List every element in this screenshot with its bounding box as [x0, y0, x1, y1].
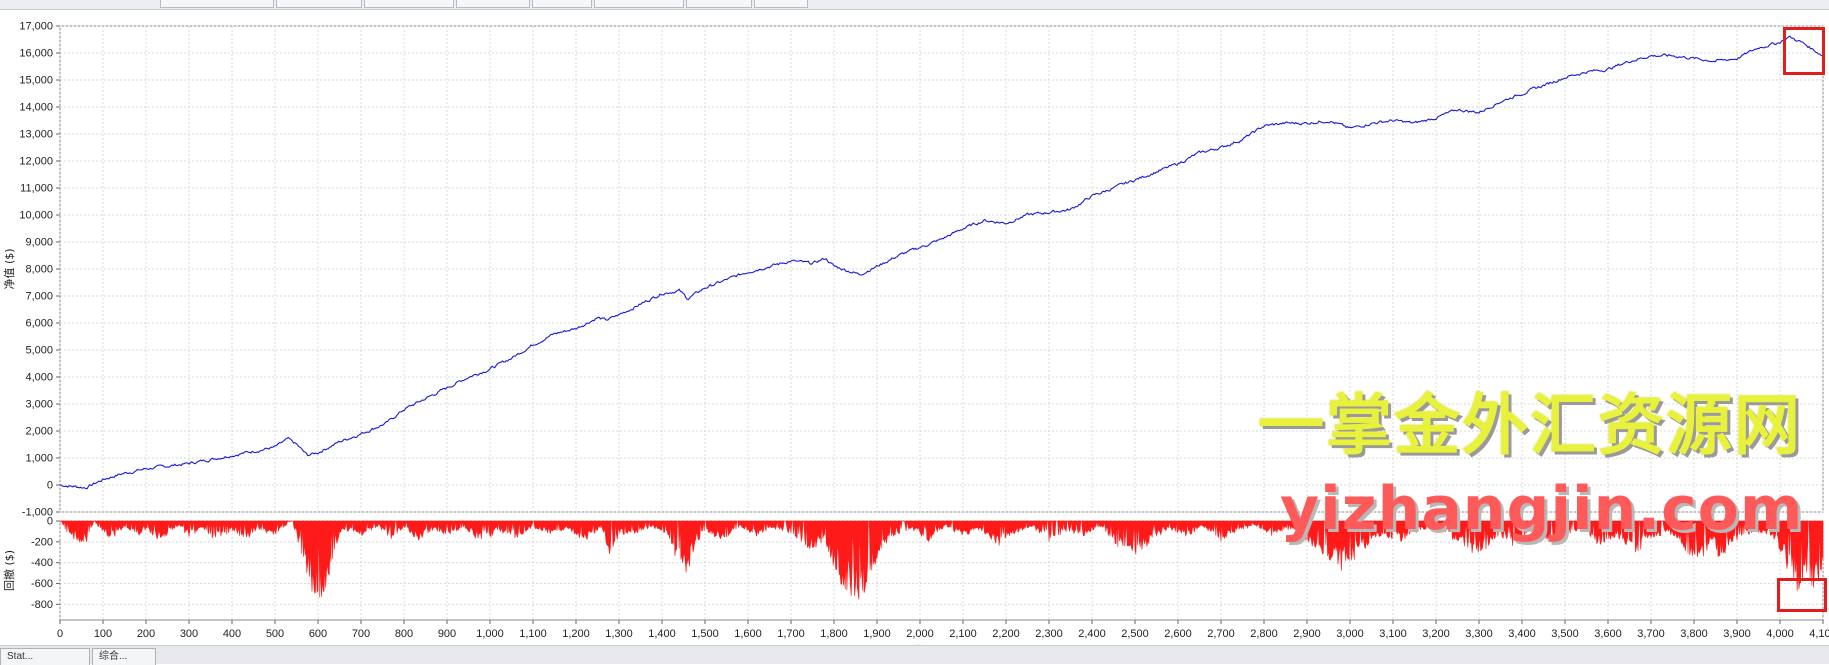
y-tick-label: 0: [47, 480, 53, 492]
y-tick-label: 15,000: [19, 75, 53, 87]
x-tick-label: 100: [94, 628, 112, 640]
x-tick-label: 200: [137, 628, 155, 640]
x-tick-label: 3,600: [1594, 628, 1622, 640]
top-tab[interactable]: [364, 0, 454, 8]
x-tick-label: 800: [395, 628, 413, 640]
y-tick-label: 7,000: [25, 291, 53, 303]
equity-series-line: [60, 35, 1823, 490]
x-tick-label: 1,000: [476, 628, 504, 640]
y-tick-label: 17,000: [19, 21, 53, 33]
x-tick-label: 2,700: [1207, 628, 1235, 640]
y-tick-label: 5,000: [25, 345, 53, 357]
x-tick-label: 2,300: [1035, 628, 1063, 640]
y-tick-label: -600: [31, 578, 53, 590]
y-tick-label: 8,000: [25, 264, 53, 276]
x-tick-label: 2,100: [949, 628, 977, 640]
x-tick-label: 3,200: [1422, 628, 1450, 640]
x-tick-label: 500: [266, 628, 284, 640]
x-tick-label: 1,400: [648, 628, 676, 640]
x-tick-label: 3,100: [1379, 628, 1407, 640]
x-tick-label: 3,900: [1723, 628, 1751, 640]
x-tick-label: 3,700: [1637, 628, 1665, 640]
bottom-tab-summary[interactable]: 综合...: [92, 648, 156, 665]
x-tick-label: 2,000: [906, 628, 934, 640]
watermark-chinese: 一掌金外汇资源网: [1258, 387, 1802, 464]
y-tick-label: 13,000: [19, 129, 53, 141]
bottom-tab-stats[interactable]: Stat...: [0, 648, 90, 665]
x-tick-label: 2,800: [1250, 628, 1278, 640]
x-tick-label: 900: [438, 628, 456, 640]
x-tick-label: 1,900: [863, 628, 891, 640]
top-tab[interactable]: [686, 0, 752, 8]
x-tick-label: 1,800: [820, 628, 848, 640]
drawdown-series-area: [59, 520, 1824, 600]
y-tick-label: 10,000: [19, 210, 53, 222]
x-tick-label: 3,400: [1508, 628, 1536, 640]
y-tick-label: 9,000: [25, 237, 53, 249]
x-tick-label: 1,700: [777, 628, 805, 640]
y-tick-label: 3,000: [25, 399, 53, 411]
x-tick-label: 2,500: [1121, 628, 1149, 640]
y-tick-label: 0: [47, 516, 53, 528]
top-tab[interactable]: [276, 0, 362, 8]
equity-drawdown-chart: -1,00001,0002,0003,0004,0005,0006,0007,0…: [2, 21, 1829, 641]
y-tick-label: -1,000: [22, 507, 53, 519]
x-tick-label: 4,000: [1766, 628, 1794, 640]
highlight-box-drawdown: [1777, 578, 1827, 612]
x-tick-label: 3,300: [1465, 628, 1493, 640]
x-tick-label: 2,600: [1164, 628, 1192, 640]
x-tick-label: 2,400: [1078, 628, 1106, 640]
x-tick-label: 2,200: [992, 628, 1020, 640]
y-tick-label: -200: [31, 536, 53, 548]
x-tick-label: 1,600: [734, 628, 762, 640]
x-tick-label: 1,200: [562, 628, 590, 640]
top-tab[interactable]: [754, 0, 808, 8]
bottom-tab-bar: Stat... 综合...: [0, 645, 1829, 665]
equity-axis-title: 净值 ($): [2, 248, 16, 289]
x-tick-label: 4,100: [1809, 628, 1829, 640]
y-tick-label: 4,000: [25, 372, 53, 384]
y-tick-label: 6,000: [25, 318, 53, 330]
highlight-box-equity-peak: [1783, 27, 1825, 75]
y-tick-label: 16,000: [19, 48, 53, 60]
x-tick-label: 3,000: [1336, 628, 1364, 640]
x-tick-label: 300: [180, 628, 198, 640]
x-tick-label: 1,500: [691, 628, 719, 640]
y-tick-label: 1,000: [25, 453, 53, 465]
top-tab[interactable]: [532, 0, 592, 8]
drawdown-plot-area: [59, 520, 1824, 621]
x-tick-label: 1,300: [605, 628, 633, 640]
y-tick-label: -400: [31, 557, 53, 569]
x-tick-label: 1,100: [519, 628, 547, 640]
x-tick-label: 400: [223, 628, 241, 640]
top-tab[interactable]: [594, 0, 684, 8]
y-tick-label: 2,000: [25, 426, 53, 438]
x-tick-label: 0: [57, 628, 63, 640]
x-tick-label: 700: [352, 628, 370, 640]
x-tick-label: 600: [309, 628, 327, 640]
x-tick-label: 2,900: [1293, 628, 1321, 640]
y-tick-label: -800: [31, 599, 53, 611]
top-tab-strip: [0, 0, 1829, 10]
top-tab[interactable]: [456, 0, 530, 8]
watermark-url: yizhangjin.com: [1280, 474, 1804, 544]
y-tick-label: 11,000: [20, 183, 53, 195]
y-tick-label: 14,000: [19, 102, 53, 114]
y-tick-label: 12,000: [19, 156, 53, 168]
x-tick-label: 3,500: [1551, 628, 1579, 640]
x-tick-label: 3,800: [1680, 628, 1708, 640]
top-tab[interactable]: [160, 0, 274, 8]
drawdown-axis-title: 回撤 ($): [2, 550, 16, 591]
